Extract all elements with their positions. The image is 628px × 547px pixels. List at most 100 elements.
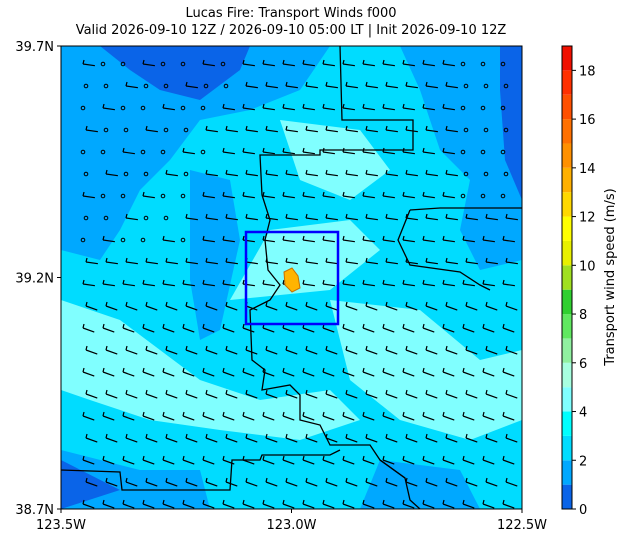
barb-flag [482,411,485,417]
calm-marker [480,149,486,155]
barb-shaft [245,173,258,177]
barb-shaft [125,349,138,355]
barb-flag [362,367,365,373]
barb-shaft [142,459,155,465]
colorbar-band [562,70,572,95]
barb-shaft [382,371,395,377]
barb-flag [182,367,185,373]
barb-flag [302,235,305,241]
barb-shaft [242,151,255,155]
barb-shaft [185,85,198,89]
barb-flag [185,257,188,263]
barb-flag [125,257,128,263]
barb-flag [365,213,368,219]
colorbar-band [562,119,572,144]
barb-shaft [125,217,138,221]
barb-flag [222,367,225,373]
barb-shaft [245,437,258,443]
barb-shaft [302,415,315,421]
calm-marker [183,171,189,177]
barb-shaft [222,283,235,287]
barb-flag [405,477,408,483]
barb-flag [202,235,205,241]
barb-flag [102,367,105,373]
barb-flag [245,389,248,395]
barb-flag [385,301,388,307]
calm-marker [100,193,106,199]
barb-flag [105,257,108,263]
barb-flag [422,411,425,417]
colorbar-tick-label: 18 [579,64,596,79]
barb-flag [402,455,405,461]
barb-shaft [485,305,498,311]
barb-shaft [182,327,195,333]
barb-shaft [105,173,118,177]
barb-shaft [345,85,358,89]
barb-flag [205,213,208,219]
barb-flag [385,345,388,351]
barb-shaft [222,195,235,199]
barb-shaft [505,437,518,443]
barb-flag [505,389,508,395]
barb-flag [425,389,428,395]
barb-flag [485,345,488,351]
barb-flag [222,279,225,285]
barb-flag [282,147,285,153]
barb-shaft [382,151,395,155]
barb-flag [402,191,405,197]
barb-flag [442,455,445,461]
barb-flag [445,389,448,395]
field-region [100,46,250,100]
barb-flag [162,455,165,461]
colorbar-tick-label: 0 [579,503,587,518]
barb-shaft [82,371,95,377]
barb-shaft [322,107,335,111]
barb-shaft [342,415,355,421]
barb-flag [125,213,128,219]
calm-marker [200,105,206,111]
barb-shaft [222,239,235,243]
barb-shaft [265,261,278,265]
barb-shaft [325,481,338,487]
barb-shaft [242,503,255,509]
barb-shaft [345,305,358,311]
barb-flag [322,455,325,461]
barb-flag [365,433,368,439]
barb-flag [265,81,268,87]
barb-shaft [122,415,135,421]
barb-flag [505,477,508,483]
barb-flag [302,367,305,373]
barb-flag [165,433,168,439]
colorbar-tick-label: 6 [579,357,587,372]
barb-flag [305,389,308,395]
barb-shaft [425,349,438,355]
barb-flag [325,301,328,307]
calm-marker [160,193,166,199]
barb-shaft [122,283,135,287]
barb-flag [182,411,185,417]
barb-flag [162,103,165,109]
barb-shaft [362,195,375,199]
colorbar-band [562,387,572,412]
calm-marker [500,193,506,199]
barb-flag [262,279,265,285]
barb-shaft [125,481,138,487]
barb-shaft [122,327,135,333]
barb-shaft [465,393,478,399]
barb-flag [165,389,168,395]
barb-shaft [362,503,375,509]
barb-shaft [285,393,298,399]
calm-marker [180,105,186,111]
field-region [61,300,360,440]
barb-shaft [162,239,175,243]
barb-shaft [505,481,518,487]
barb-flag [205,257,208,263]
barb-shaft [305,393,318,399]
barb-shaft [345,481,358,487]
barb-shaft [302,63,315,67]
colorbar-band [562,338,572,363]
barb-flag [165,169,168,175]
barb-flag [285,125,288,131]
x-tick-label: 123.0W [266,518,316,533]
calm-marker [483,127,489,133]
